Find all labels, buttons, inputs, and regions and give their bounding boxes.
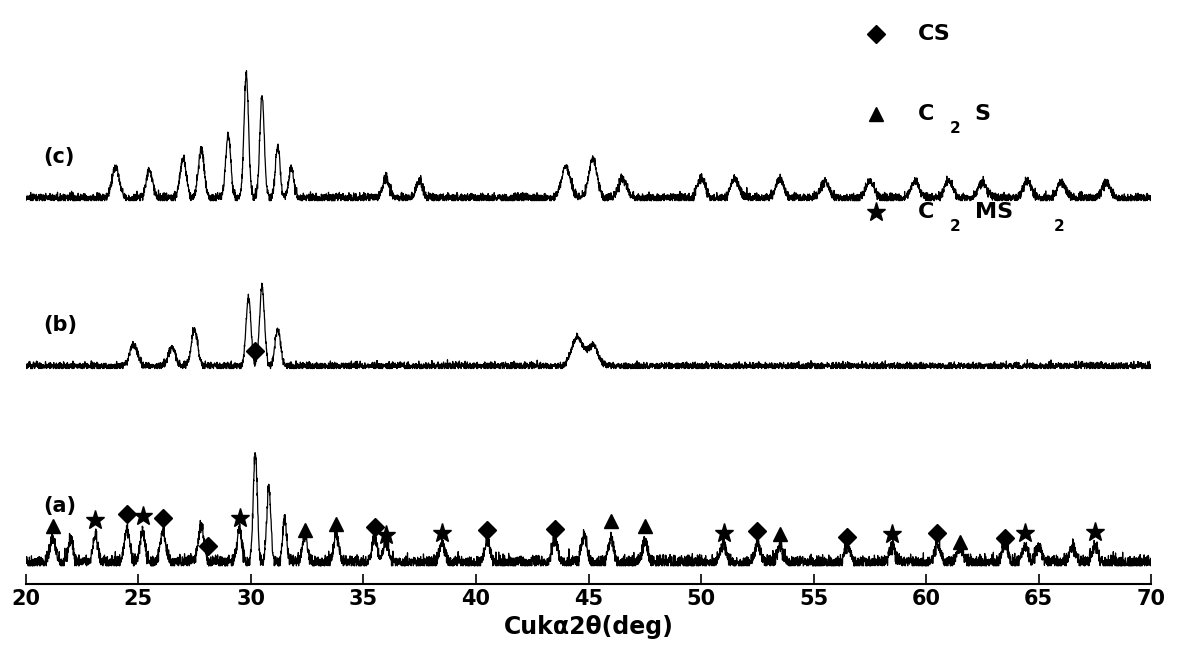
Text: 2: 2 (950, 121, 960, 136)
Text: C: C (918, 202, 935, 222)
Text: S: S (975, 104, 991, 124)
Text: MS: MS (975, 202, 1012, 222)
Text: 2: 2 (950, 218, 960, 233)
Text: (c): (c) (44, 147, 75, 167)
Text: C: C (918, 104, 935, 124)
Text: CS: CS (918, 24, 951, 44)
Text: 2: 2 (1053, 218, 1064, 233)
Text: (b): (b) (44, 315, 78, 335)
X-axis label: Cukα2θ(deg): Cukα2θ(deg) (504, 615, 673, 639)
Text: (a): (a) (44, 496, 77, 516)
